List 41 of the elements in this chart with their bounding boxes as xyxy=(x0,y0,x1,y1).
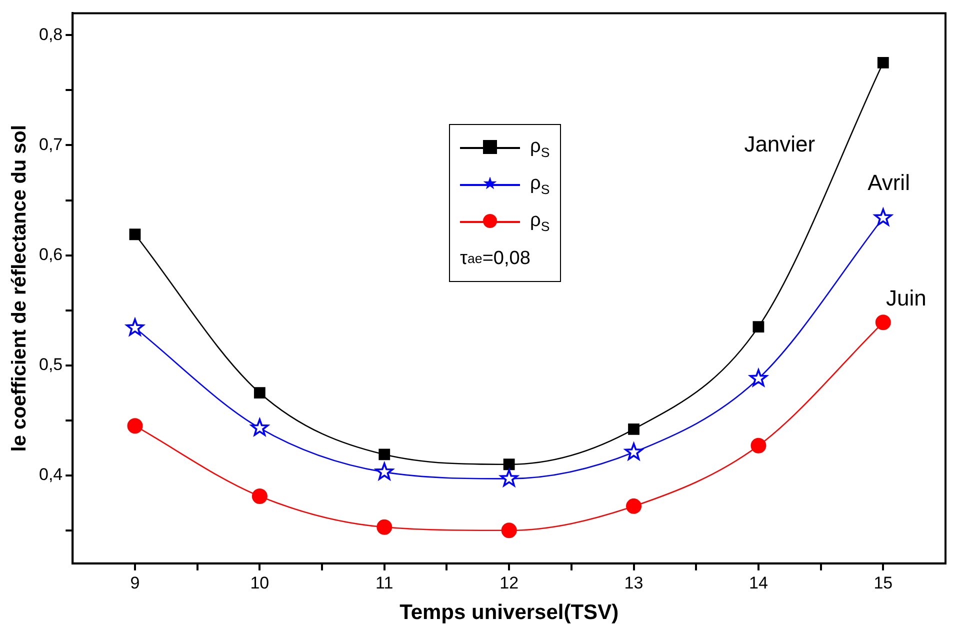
point xyxy=(378,448,390,460)
x-tick-label: 11 xyxy=(376,573,394,592)
point xyxy=(624,442,643,460)
point xyxy=(375,462,394,480)
point xyxy=(626,498,642,514)
x-tick-label: 13 xyxy=(624,573,644,592)
point xyxy=(129,228,141,240)
point xyxy=(875,314,891,330)
point xyxy=(749,369,768,386)
y-tick-label: 0,5 xyxy=(38,355,63,374)
point xyxy=(250,418,269,436)
annotation: Avril xyxy=(868,170,910,195)
point xyxy=(752,321,764,333)
y-tick-label: 0,7 xyxy=(38,134,63,154)
x-tick-label: 10 xyxy=(250,573,270,592)
annotation: Juin xyxy=(886,285,926,310)
x-tick-label: 9 xyxy=(130,573,140,592)
y-tick-label: 0,4 xyxy=(38,465,63,484)
x-tick-label: 15 xyxy=(874,573,893,592)
point xyxy=(874,208,892,226)
legend-label: ρ$_{S}$ xyxy=(530,210,550,234)
legend-label: ρ$_{S}$ xyxy=(530,136,550,160)
y-tick-label: 0,8 xyxy=(38,24,63,44)
x-tick-label: 14 xyxy=(748,573,768,592)
point xyxy=(628,423,640,435)
point xyxy=(750,438,766,454)
legend-label: ρ$_{S}$ xyxy=(530,172,550,196)
y-axis-title: le coefficient de réflectance du sol xyxy=(8,124,31,452)
point xyxy=(503,458,515,470)
y-tick-label: 0,6 xyxy=(38,244,63,264)
point xyxy=(376,519,392,535)
x-tick-label: 12 xyxy=(500,573,519,592)
point xyxy=(501,522,517,538)
point xyxy=(126,318,144,336)
point xyxy=(127,418,143,434)
annotation: Janvier xyxy=(744,131,816,156)
point xyxy=(500,469,518,486)
point xyxy=(252,488,268,504)
point xyxy=(877,57,889,68)
point xyxy=(254,387,266,399)
x-axis-title: Temps universel(TSV) xyxy=(400,601,619,624)
